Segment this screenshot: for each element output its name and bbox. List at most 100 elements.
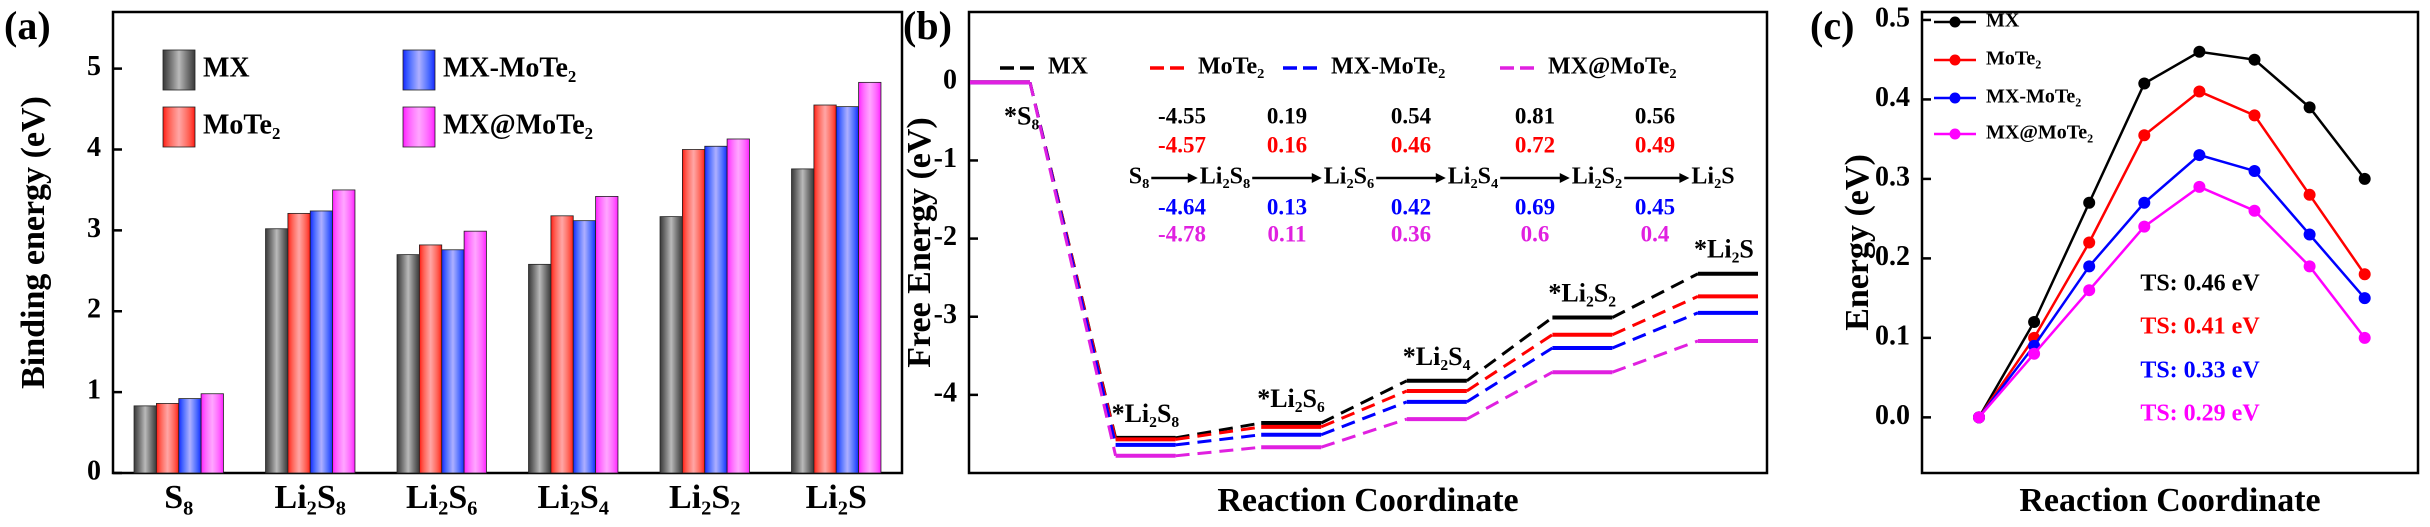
legend-swatch xyxy=(162,106,196,148)
bar xyxy=(287,212,311,474)
step-label: -4.64 xyxy=(1158,194,1206,219)
y-axis-label: Energy (eV) xyxy=(1839,154,1876,331)
point xyxy=(2083,284,2096,297)
scheme-species: S₈ xyxy=(1129,164,1150,190)
connector xyxy=(1175,425,1262,441)
bar xyxy=(178,398,202,474)
y-tick-label: 5 xyxy=(87,51,101,82)
connector xyxy=(1320,417,1408,449)
y-axis-label: Free Energy (eV) xyxy=(901,117,938,367)
point xyxy=(2138,196,2151,209)
connector xyxy=(1175,445,1262,458)
point xyxy=(2083,236,2096,249)
x-tick-label: Li₂S xyxy=(806,479,867,516)
legend-label: MX@MoTe₂ xyxy=(443,109,593,140)
x-tick-label: Li₂S₄ xyxy=(538,479,609,516)
step-label: 0.36 xyxy=(1391,221,1431,246)
point xyxy=(2358,172,2371,185)
panel-label: (c) xyxy=(1810,3,1854,48)
y-tick-label: -4 xyxy=(934,377,957,408)
step-label: 0.72 xyxy=(1515,132,1555,157)
y-tick-label: -3 xyxy=(934,299,957,330)
scheme-species: Li₂S xyxy=(1691,164,1734,190)
step-label: 0.19 xyxy=(1267,103,1307,128)
level-label: *Li₂S₈ xyxy=(1112,399,1180,428)
bar xyxy=(659,216,683,474)
scheme-arrowhead xyxy=(1679,173,1690,183)
annotation: TS: 0.46 eV xyxy=(2140,271,2260,297)
legend-label: MX-MoTe₂ xyxy=(1986,86,2081,108)
step-label: 0.46 xyxy=(1391,132,1431,157)
point xyxy=(2248,164,2261,177)
bar xyxy=(332,189,356,474)
legend-marker xyxy=(1949,128,1961,140)
step-label: 0.11 xyxy=(1268,221,1307,246)
legend-label: MX-MoTe₂ xyxy=(443,52,576,83)
x-axis-label: Reaction Coordinate xyxy=(1217,482,1518,519)
legend-label: MX xyxy=(203,52,250,83)
plot-frame xyxy=(1920,10,2420,475)
scheme-species: Li₂S₈ xyxy=(1200,164,1250,190)
x-axis-label: Reaction Coordinate xyxy=(2019,482,2320,519)
step-label: -4.55 xyxy=(1158,103,1206,128)
bar xyxy=(463,230,487,474)
point xyxy=(2028,347,2041,360)
bar xyxy=(726,138,750,474)
bar xyxy=(418,244,443,474)
bar xyxy=(200,393,224,474)
step-label: 0.4 xyxy=(1641,221,1670,246)
series-line xyxy=(1977,50,2366,418)
step-label: -4.57 xyxy=(1158,132,1206,157)
x-tick-label: Li₂S₈ xyxy=(275,479,346,516)
level-label: *Li₂S xyxy=(1694,235,1754,264)
y-axis-label: Binding energy (eV) xyxy=(15,96,52,389)
point xyxy=(1973,411,1985,424)
point xyxy=(2138,220,2151,233)
legend-label: MX xyxy=(1048,54,1089,80)
legend-label: MX xyxy=(1986,10,2020,32)
step-label: 0.42 xyxy=(1391,194,1431,219)
point xyxy=(2303,228,2316,241)
bar xyxy=(133,405,157,474)
legend-label: MX@MoTe₂ xyxy=(1548,54,1677,80)
legend-marker xyxy=(1949,92,1961,104)
series-line xyxy=(1977,90,2366,419)
y-tick-label: 2 xyxy=(87,294,101,325)
step-label: -4.78 xyxy=(1158,221,1206,246)
bar xyxy=(681,149,706,474)
point xyxy=(2303,188,2316,201)
point xyxy=(2193,149,2206,162)
step-label: 0.81 xyxy=(1515,103,1555,128)
scheme-arrowhead xyxy=(1435,173,1446,183)
y-tick-label: -1 xyxy=(934,143,957,174)
bar xyxy=(572,220,597,474)
scheme-species: Li₂S₄ xyxy=(1448,164,1498,190)
point xyxy=(2358,331,2371,344)
point xyxy=(2028,315,2041,328)
bar xyxy=(791,168,815,474)
x-tick-label: Li₂S₂ xyxy=(669,479,740,516)
y-tick-label: 0.3 xyxy=(1875,161,1910,192)
x-tick-label: S₈ xyxy=(164,479,193,516)
connector xyxy=(1611,295,1699,337)
connector xyxy=(1175,421,1262,440)
y-tick-label: 0 xyxy=(87,455,101,486)
step-label: 0.49 xyxy=(1635,132,1675,157)
series-line xyxy=(1978,153,2366,419)
scheme-arrowhead xyxy=(1311,173,1322,183)
point xyxy=(2193,85,2206,98)
point xyxy=(2303,260,2316,273)
x-tick-label: Li₂S₆ xyxy=(406,479,477,516)
connector xyxy=(1466,370,1554,421)
y-tick-label: 0.4 xyxy=(1875,82,1910,113)
point xyxy=(2248,204,2261,217)
y-tick-label: 1 xyxy=(87,375,101,406)
level-label: *Li₂S₄ xyxy=(1403,342,1471,371)
legend-label: MoTe₂ xyxy=(203,109,280,140)
bar xyxy=(265,228,289,474)
connector xyxy=(1466,346,1554,404)
scheme-species: Li₂S₂ xyxy=(1572,164,1622,190)
y-tick-label: -2 xyxy=(934,221,957,252)
connector xyxy=(1320,400,1408,437)
